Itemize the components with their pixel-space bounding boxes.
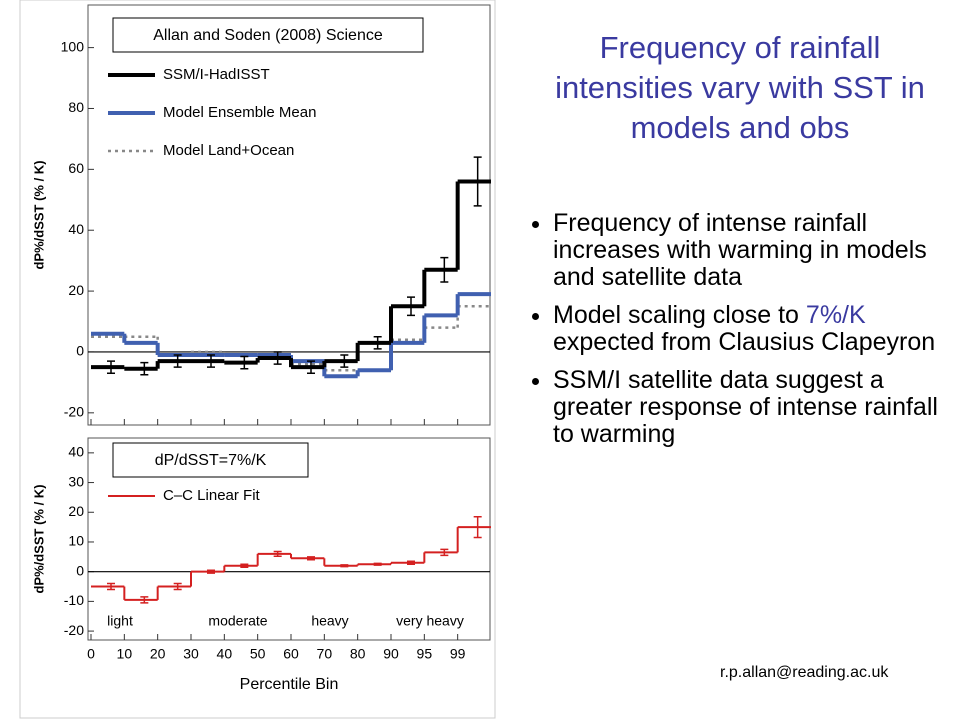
bullet: SSM/I satellite data suggest a greater r… — [553, 367, 945, 448]
x-tick-label: 90 — [383, 646, 399, 662]
error-bar — [107, 360, 115, 375]
region-label: moderate — [208, 613, 267, 629]
region-label: very heavy — [396, 613, 464, 629]
error-bar — [373, 335, 382, 350]
y-tick-label: 40 — [68, 221, 84, 237]
bullet-text: SSM/I satellite data suggest a greater r… — [553, 366, 938, 448]
x-tick-label: 40 — [217, 646, 233, 662]
x-tick-label: 0 — [87, 646, 95, 662]
error-bar — [140, 361, 149, 376]
bullet-text: expected from Clausius Clapeyron — [553, 328, 936, 356]
region-label: heavy — [311, 613, 348, 629]
y-tick-label: 10 — [68, 533, 84, 549]
y-tick-label: -20 — [64, 404, 84, 420]
legend-label: Model Ensemble Mean — [163, 104, 316, 121]
text-panel: Frequency of rainfall intensities vary w… — [505, 20, 945, 459]
annotation-box — [112, 442, 309, 478]
x-tick-label: 10 — [117, 646, 133, 662]
annotation-box — [112, 17, 424, 53]
y-tick-label: 60 — [68, 160, 84, 176]
error-bar — [207, 354, 215, 368]
region-label: light — [107, 613, 133, 629]
error-bar — [440, 256, 449, 283]
y-tick-label: 20 — [68, 503, 84, 519]
y-tick-label: -10 — [64, 592, 84, 608]
error-bar — [273, 351, 282, 365]
bullet-highlight: 7%/K — [805, 301, 866, 329]
x-tick-label: 95 — [417, 646, 433, 662]
error-bar — [473, 515, 482, 539]
x-axis-label: Percentile Bin — [240, 676, 339, 693]
y-tick-label: 80 — [68, 99, 84, 115]
x-tick-label: 99 — [450, 646, 466, 662]
y-axis-label: dP%/dSST (% / K) — [31, 160, 46, 269]
error-bar — [107, 582, 115, 591]
y-tick-label: -20 — [64, 622, 84, 638]
legend-label: Model Land+Ocean — [163, 142, 294, 159]
y-tick-label: 30 — [68, 473, 84, 489]
plot-frame — [87, 437, 491, 641]
error-bar — [340, 564, 349, 568]
annotation: Allan and Soden (2008) Science — [153, 27, 383, 44]
legend-label: SSM/I-HadISST — [163, 66, 270, 83]
email: r.p.allan@reading.ac.uk — [720, 664, 889, 681]
error-bar — [440, 548, 449, 557]
error-bar — [240, 563, 249, 568]
error-bar — [207, 569, 215, 574]
plot-frame — [87, 4, 491, 426]
bullet-list: Frequency of intense rainfall increases … — [505, 210, 945, 448]
x-tick-label: 20 — [150, 646, 166, 662]
error-bar — [140, 596, 149, 604]
bullet-text: Model scaling close to — [553, 301, 799, 329]
error-bar — [473, 156, 482, 207]
error-bar — [407, 296, 415, 317]
bullet: Frequency of intense rainfall increases … — [553, 210, 945, 291]
y-tick-label: 100 — [61, 38, 85, 54]
x-tick-label: 80 — [350, 646, 366, 662]
error-bar — [373, 562, 382, 566]
error-bar — [307, 360, 315, 375]
error-bar — [173, 582, 182, 591]
bullet: Model scaling close to 7%/K expected fro… — [553, 302, 945, 356]
y-axis-label: dP%/dSST (% / K) — [31, 484, 46, 593]
slide-title: Frequency of rainfall intensities vary w… — [555, 30, 925, 145]
annotation: dP/dSST=7%/K — [155, 452, 267, 469]
error-bar — [340, 354, 349, 368]
error-bar — [307, 556, 315, 561]
y-tick-label: 0 — [76, 562, 84, 578]
y-tick-label: 20 — [68, 282, 84, 298]
error-bar — [240, 355, 249, 370]
y-tick-label: 0 — [76, 343, 84, 359]
bullet-text: Frequency of intense rainfall increases … — [553, 209, 927, 291]
error-bar — [407, 560, 415, 565]
x-tick-label: 60 — [283, 646, 299, 662]
x-tick-label: 50 — [250, 646, 266, 662]
error-bar — [173, 354, 182, 368]
x-tick-label: 70 — [317, 646, 333, 662]
error-bar — [273, 550, 282, 557]
legend-label: C–C Linear Fit — [163, 487, 261, 504]
y-tick-label: 40 — [68, 444, 84, 460]
x-tick-label: 30 — [183, 646, 199, 662]
